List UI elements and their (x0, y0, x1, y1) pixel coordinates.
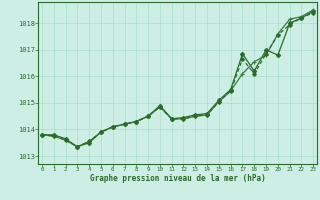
X-axis label: Graphe pression niveau de la mer (hPa): Graphe pression niveau de la mer (hPa) (90, 174, 266, 183)
